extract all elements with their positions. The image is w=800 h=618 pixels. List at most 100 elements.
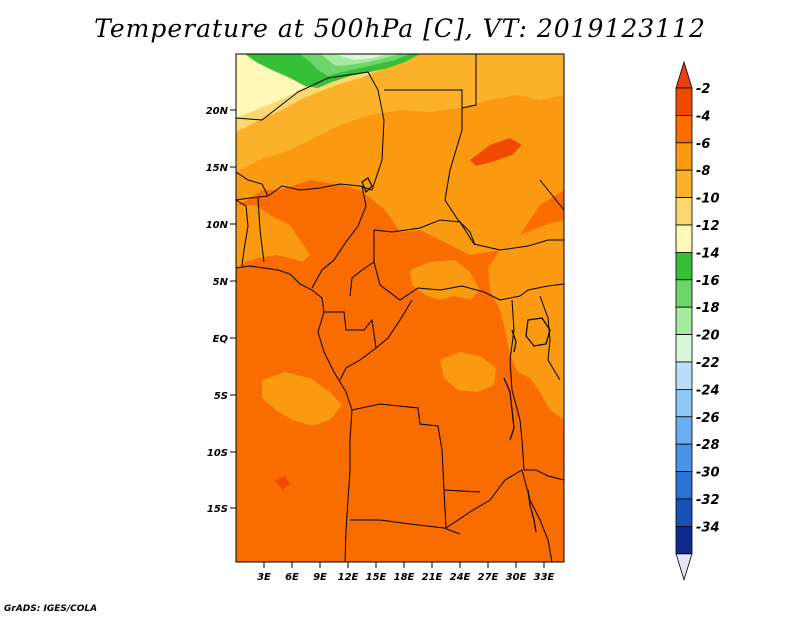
lon-label: 18E [394,572,415,583]
chart-title: Temperature at 500hPa [C], VT: 201912311… [94,14,706,43]
border-ssudan-south [519,283,564,297]
lon-label: 6E [285,572,299,583]
border-drc-east [509,299,525,471]
lat-label: 20N [206,106,229,117]
field-band-minus6-central [410,260,480,300]
colorbar-label: -10 [696,192,720,207]
border-chad-nigeria [267,183,373,197]
lake-malawi [527,489,537,533]
border-cameroon-car [349,230,375,297]
lon-label: 21E [422,572,443,583]
border-libya-sudan [384,89,463,108]
lon-label: 24E [450,572,471,583]
lake-tanganyika [503,377,515,441]
lon-label: 27E [478,572,499,583]
lat-label: 15N [206,163,229,174]
border-nigeria-niger [236,195,269,201]
border-coastline-west [236,265,353,562]
lat-label: 5N [213,277,229,288]
lat-label: 10S [207,448,228,459]
lon-label: 15E [366,572,387,583]
border-angola-namibia [350,519,461,535]
border-west-africa-3 [257,197,265,263]
colorbar-label: -22 [696,356,720,371]
border-west-africa-2 [236,199,249,267]
border-chad-sudan [444,108,476,246]
border-drc-angola [351,403,481,493]
colorbar-swatch [675,471,693,500]
lon-axis: 3E 6E 9E 12E 15E 18E 21E 24E 27E 30E 33E [257,562,555,583]
colorbar-swatch [675,498,693,527]
colorbar-label: -26 [696,411,720,426]
colorbar-label: -2 [696,82,710,97]
lat-label: EQ [213,334,229,345]
colorbar-swatch [675,443,693,473]
field-band-minus6-s [440,352,496,392]
colorbar-label: -6 [696,137,710,152]
border-ethiopia [539,179,564,211]
colorbar-swatch [675,87,693,116]
colorbar-swatch [675,416,693,445]
border-sudan-ssudan [473,239,564,251]
border-zambia [443,469,523,529]
border-tanzania [524,469,564,481]
colorbar-swatch [675,388,693,418]
field-band-minus6-sw [262,372,342,426]
border-egypt-sudan [461,54,477,109]
colorbar-label: -32 [696,493,720,508]
border-chad-car [373,219,475,245]
colorbar-label: -12 [696,219,720,234]
lat-label: 10N [206,220,229,231]
colorbar-top-arrow [675,60,693,89]
colorbar-label: -30 [696,466,720,481]
border-uganda-kenya [539,295,561,381]
credit-text: GrADS: IGES/COLA [4,604,98,614]
colorbar-swatch [675,142,693,171]
colorbar-bottom-arrow [675,553,693,582]
border-west-africa-1 [236,171,269,197]
colorbar-label: -8 [696,164,710,179]
colorbar-label: -20 [696,329,720,344]
colorbar-swatch [675,224,693,253]
colorbar-label: -14 [696,246,720,261]
lon-label: 33E [534,572,555,583]
lat-axis: 20N 15N 10N 5N EQ 5S 10S 15S [206,106,236,515]
colorbar-swatch [675,334,693,363]
field-spot-minus2-b [275,476,290,490]
field-band-minus20 [335,54,388,60]
colorbar-label: -4 [696,109,710,124]
colorbar-swatch [675,361,693,390]
colorbar-swatch [675,306,693,336]
map-frame [235,53,565,563]
colorbar-swatch [675,526,693,555]
colorbar-swatch [675,279,693,308]
colorbar-swatch [675,197,693,226]
lat-label: 5S [214,391,228,402]
colorbar-swatch [675,251,693,281]
colorbar-swatch [675,115,693,144]
border-car-south [373,261,521,301]
border-gabon-congo [324,311,377,381]
colorbar-label: -24 [696,383,720,398]
field-band-minus6-east [488,220,564,420]
lon-label: 3E [257,572,271,583]
country-borders [236,54,564,562]
colorbar: -2 -4 -6 -8 -10 -12 -14 -16 -18 -20 -22 -24 -26 -28 -3… [675,60,720,582]
temperature-field [236,54,564,562]
colorbar-swatch [675,169,693,198]
field-band-minus18 [320,54,400,66]
colorbar-label: -34 [696,520,720,535]
lakes [361,177,551,533]
border-algeria-niger [236,71,369,121]
lat-label: 15S [207,504,228,515]
colorbar-label: -18 [696,301,720,316]
lake-albert [511,329,517,353]
border-congo-drc [375,299,413,349]
field-spot-minus2-a [470,138,522,166]
colorbar-label: -28 [696,438,720,453]
lon-label: 30E [506,572,527,583]
border-libya-chad [367,71,385,191]
field-band-minus6-west [236,205,310,268]
colorbar-label: -16 [696,274,720,289]
